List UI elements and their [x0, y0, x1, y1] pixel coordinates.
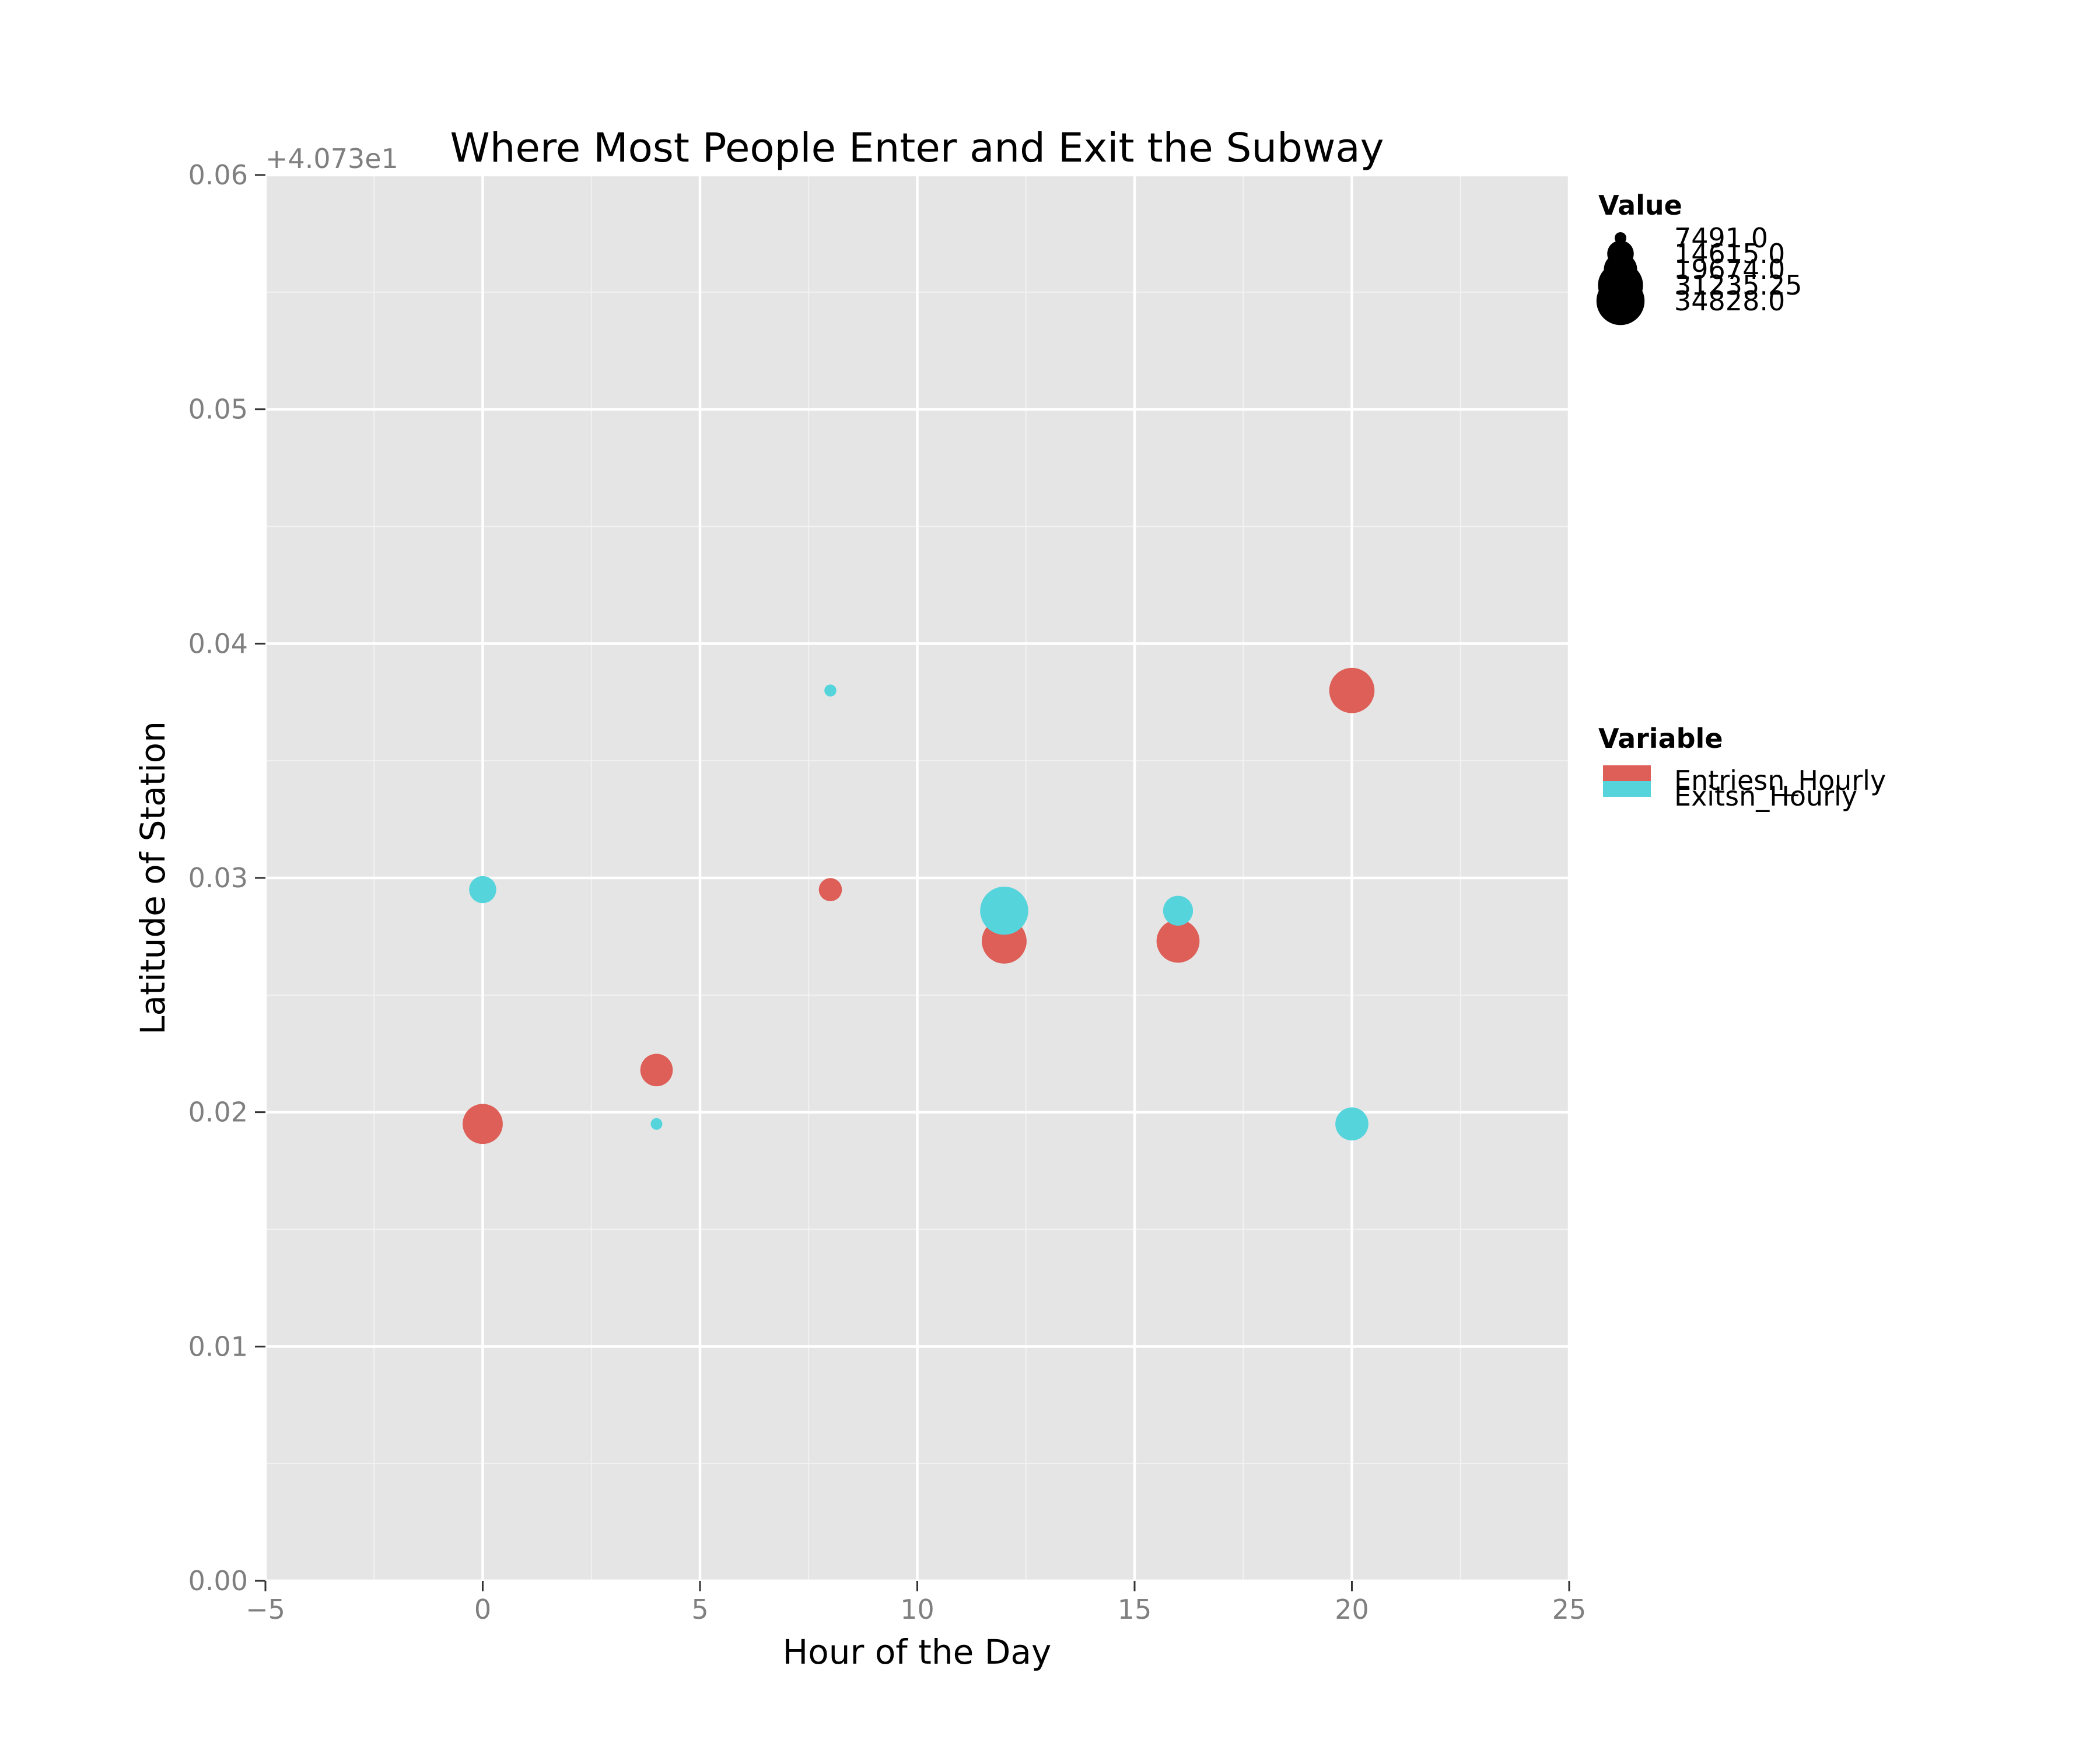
color-legend-label: Exitsn_Hourly: [1674, 780, 1857, 812]
x-tick-label: −5: [246, 1594, 285, 1625]
data-point: [1163, 895, 1194, 926]
size-legend: Value 7491.014615.019674.031235.2534828.…: [1596, 190, 1803, 326]
data-point: [818, 878, 842, 901]
size-legend-label: 7491.0: [1674, 222, 1768, 254]
x-tick-label: 15: [1118, 1594, 1152, 1625]
size-legend-key: [1596, 276, 1645, 326]
size-legend-label: 34828.0: [1674, 285, 1785, 317]
data-point: [1335, 1107, 1368, 1141]
data-point: [463, 1104, 503, 1144]
data-point: [650, 1118, 663, 1130]
color-legend-title: Variable: [1598, 723, 1723, 754]
y-tick-label: 0.05: [188, 394, 248, 425]
y-axis-title: Latitude of Station: [133, 721, 173, 1035]
x-tick-label: 10: [900, 1594, 935, 1625]
data-point: [469, 876, 496, 904]
y-offset-label: +4.073e1: [265, 143, 398, 174]
x-tick-label: 25: [1552, 1594, 1587, 1625]
data-points: [463, 667, 1375, 1144]
data-point: [640, 1054, 673, 1087]
size-legend-title: Value: [1598, 190, 1682, 221]
color-legend-label: Entriesn_Hourly: [1674, 765, 1886, 796]
x-tick-label: 20: [1335, 1594, 1369, 1625]
x-tick-label: 5: [691, 1594, 708, 1625]
y-tick-label: 0.00: [188, 1565, 248, 1597]
data-point: [1329, 667, 1375, 713]
y-tick-label: 0.02: [188, 1097, 248, 1128]
size-legend-label: 31235.25: [1674, 270, 1803, 301]
size-legend-label: 19674.0: [1674, 254, 1785, 285]
chart-title: Where Most People Enter and Exit the Sub…: [450, 125, 1384, 172]
data-point: [1156, 919, 1200, 963]
y-tick-label: 0.06: [188, 159, 248, 191]
data-point: [824, 684, 836, 696]
data-point: [980, 887, 1028, 935]
x-axis-title: Hour of the Day: [783, 1632, 1052, 1672]
color-legend-key: [1603, 765, 1651, 781]
axes: −5 0 5 10 15 20 25 0.00 0.01 0.02 0.03 0.04 0.05 0.06: [188, 159, 1587, 1625]
y-tick-label: 0.01: [188, 1331, 248, 1362]
color-legend-key: [1603, 781, 1651, 797]
x-tick-label: 0: [474, 1594, 491, 1625]
size-legend-label: 14615.0: [1674, 238, 1785, 270]
y-tick-label: 0.03: [188, 862, 248, 894]
y-tick-label: 0.04: [188, 628, 248, 659]
